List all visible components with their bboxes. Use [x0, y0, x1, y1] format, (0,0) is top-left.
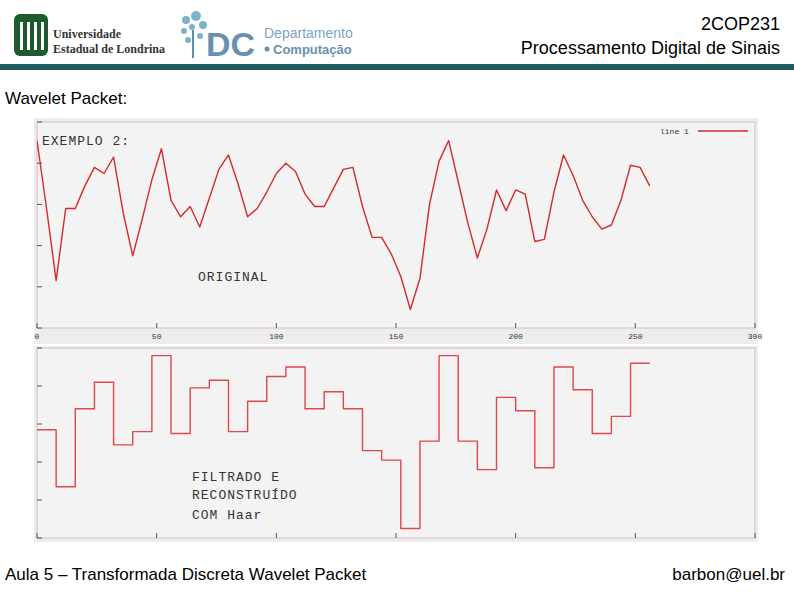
panel-background [34, 346, 758, 542]
dc-tree-trunk [192, 30, 194, 58]
section-title: Wavelet Packet: [5, 89, 127, 108]
x-tick-label: 250 [628, 332, 643, 341]
x-tick-label: 50 [152, 332, 162, 341]
uel-emblem-stripe [41, 22, 44, 50]
x-tick [755, 533, 756, 538]
dc-tree-leaf [182, 16, 190, 24]
x-tick [156, 323, 157, 328]
y-tick [37, 122, 42, 123]
y-tick [37, 462, 42, 463]
legend-label: line 1 [660, 127, 689, 136]
footer-lecture: Aula 5 – Transformada Discreta Wavelet P… [5, 565, 367, 584]
x-tick [635, 323, 636, 328]
marks [37, 356, 650, 529]
university-line: Universidade [53, 27, 122, 41]
x-tick-label: 100 [269, 332, 284, 341]
annotation: ORIGINAL [198, 270, 268, 285]
x-tick-label: 150 [389, 332, 404, 341]
legend-swatch [698, 130, 748, 131]
marks [37, 141, 650, 310]
x-tick [37, 533, 38, 538]
course-name: Processamento Digital de Sinais [521, 38, 780, 58]
x-tick [635, 533, 636, 538]
x-tick [396, 533, 397, 538]
slide: UniversidadeEstadual de Londrina DC Depart… [0, 0, 794, 595]
dc-tree-leaf [185, 37, 191, 43]
y-tick [37, 245, 42, 246]
annotation: FILTRADO E [192, 470, 280, 485]
uel-emblem-stripe [20, 22, 23, 50]
series-line [37, 141, 650, 310]
annotation: RECONSTRUÍDO [192, 488, 298, 503]
dc-tree-leaf [191, 11, 201, 21]
annotation: EXEMPLO 2: [42, 134, 130, 149]
series-line [37, 356, 650, 529]
annotation: COM Haar [192, 508, 262, 523]
y-tick [37, 348, 42, 349]
plot-frame [37, 122, 755, 328]
uel-emblem-stripe [34, 22, 37, 50]
y-tick [37, 424, 42, 425]
dept-line: Computação [273, 42, 352, 57]
dc-tree-leaf [189, 24, 195, 30]
y-tick [37, 204, 42, 205]
uel-emblem [14, 14, 48, 56]
x-tick [755, 323, 756, 328]
x-tick-label: 300 [748, 332, 763, 341]
x-tick [156, 533, 157, 538]
dc-tree-leaf [181, 28, 187, 34]
y-tick [37, 386, 42, 387]
y-tick [37, 328, 42, 329]
chart: FILTRADO E RECONSTRUÍDO COM Haar [34, 346, 758, 542]
x-tick [276, 533, 277, 538]
course-code: 2COP231 [701, 14, 780, 34]
x-tick-label: 200 [508, 332, 523, 341]
x-tick-label: 0 [35, 332, 40, 341]
y-tick [37, 286, 42, 287]
footer-email: barbon@uel.br [672, 565, 785, 584]
y-tick [37, 538, 42, 539]
uel-emblem-stripe [27, 22, 30, 50]
x-tick [515, 533, 516, 538]
header-bar [0, 64, 794, 70]
x-tick [396, 323, 397, 328]
plot-frame [37, 348, 755, 538]
y-tick [37, 500, 42, 501]
x-tick [37, 323, 38, 328]
chart: 0 50 100 150 200 250 300 EXEMPLO 2: ORIGINAL line… [34, 118, 762, 344]
x-tick [515, 323, 516, 328]
dept-line: Departamento [264, 25, 353, 41]
university-line: Estadual de Londrina [53, 42, 165, 56]
panel-background [34, 118, 758, 344]
dept-icon [265, 47, 270, 52]
dept-acronym: DC [206, 25, 255, 63]
dc-tree-leaf [197, 33, 203, 39]
x-tick [276, 323, 277, 328]
uel-logo: UniversidadeEstadual de Londrina [14, 14, 165, 56]
dc-logo: DC DepartamentoComputação [181, 11, 353, 63]
